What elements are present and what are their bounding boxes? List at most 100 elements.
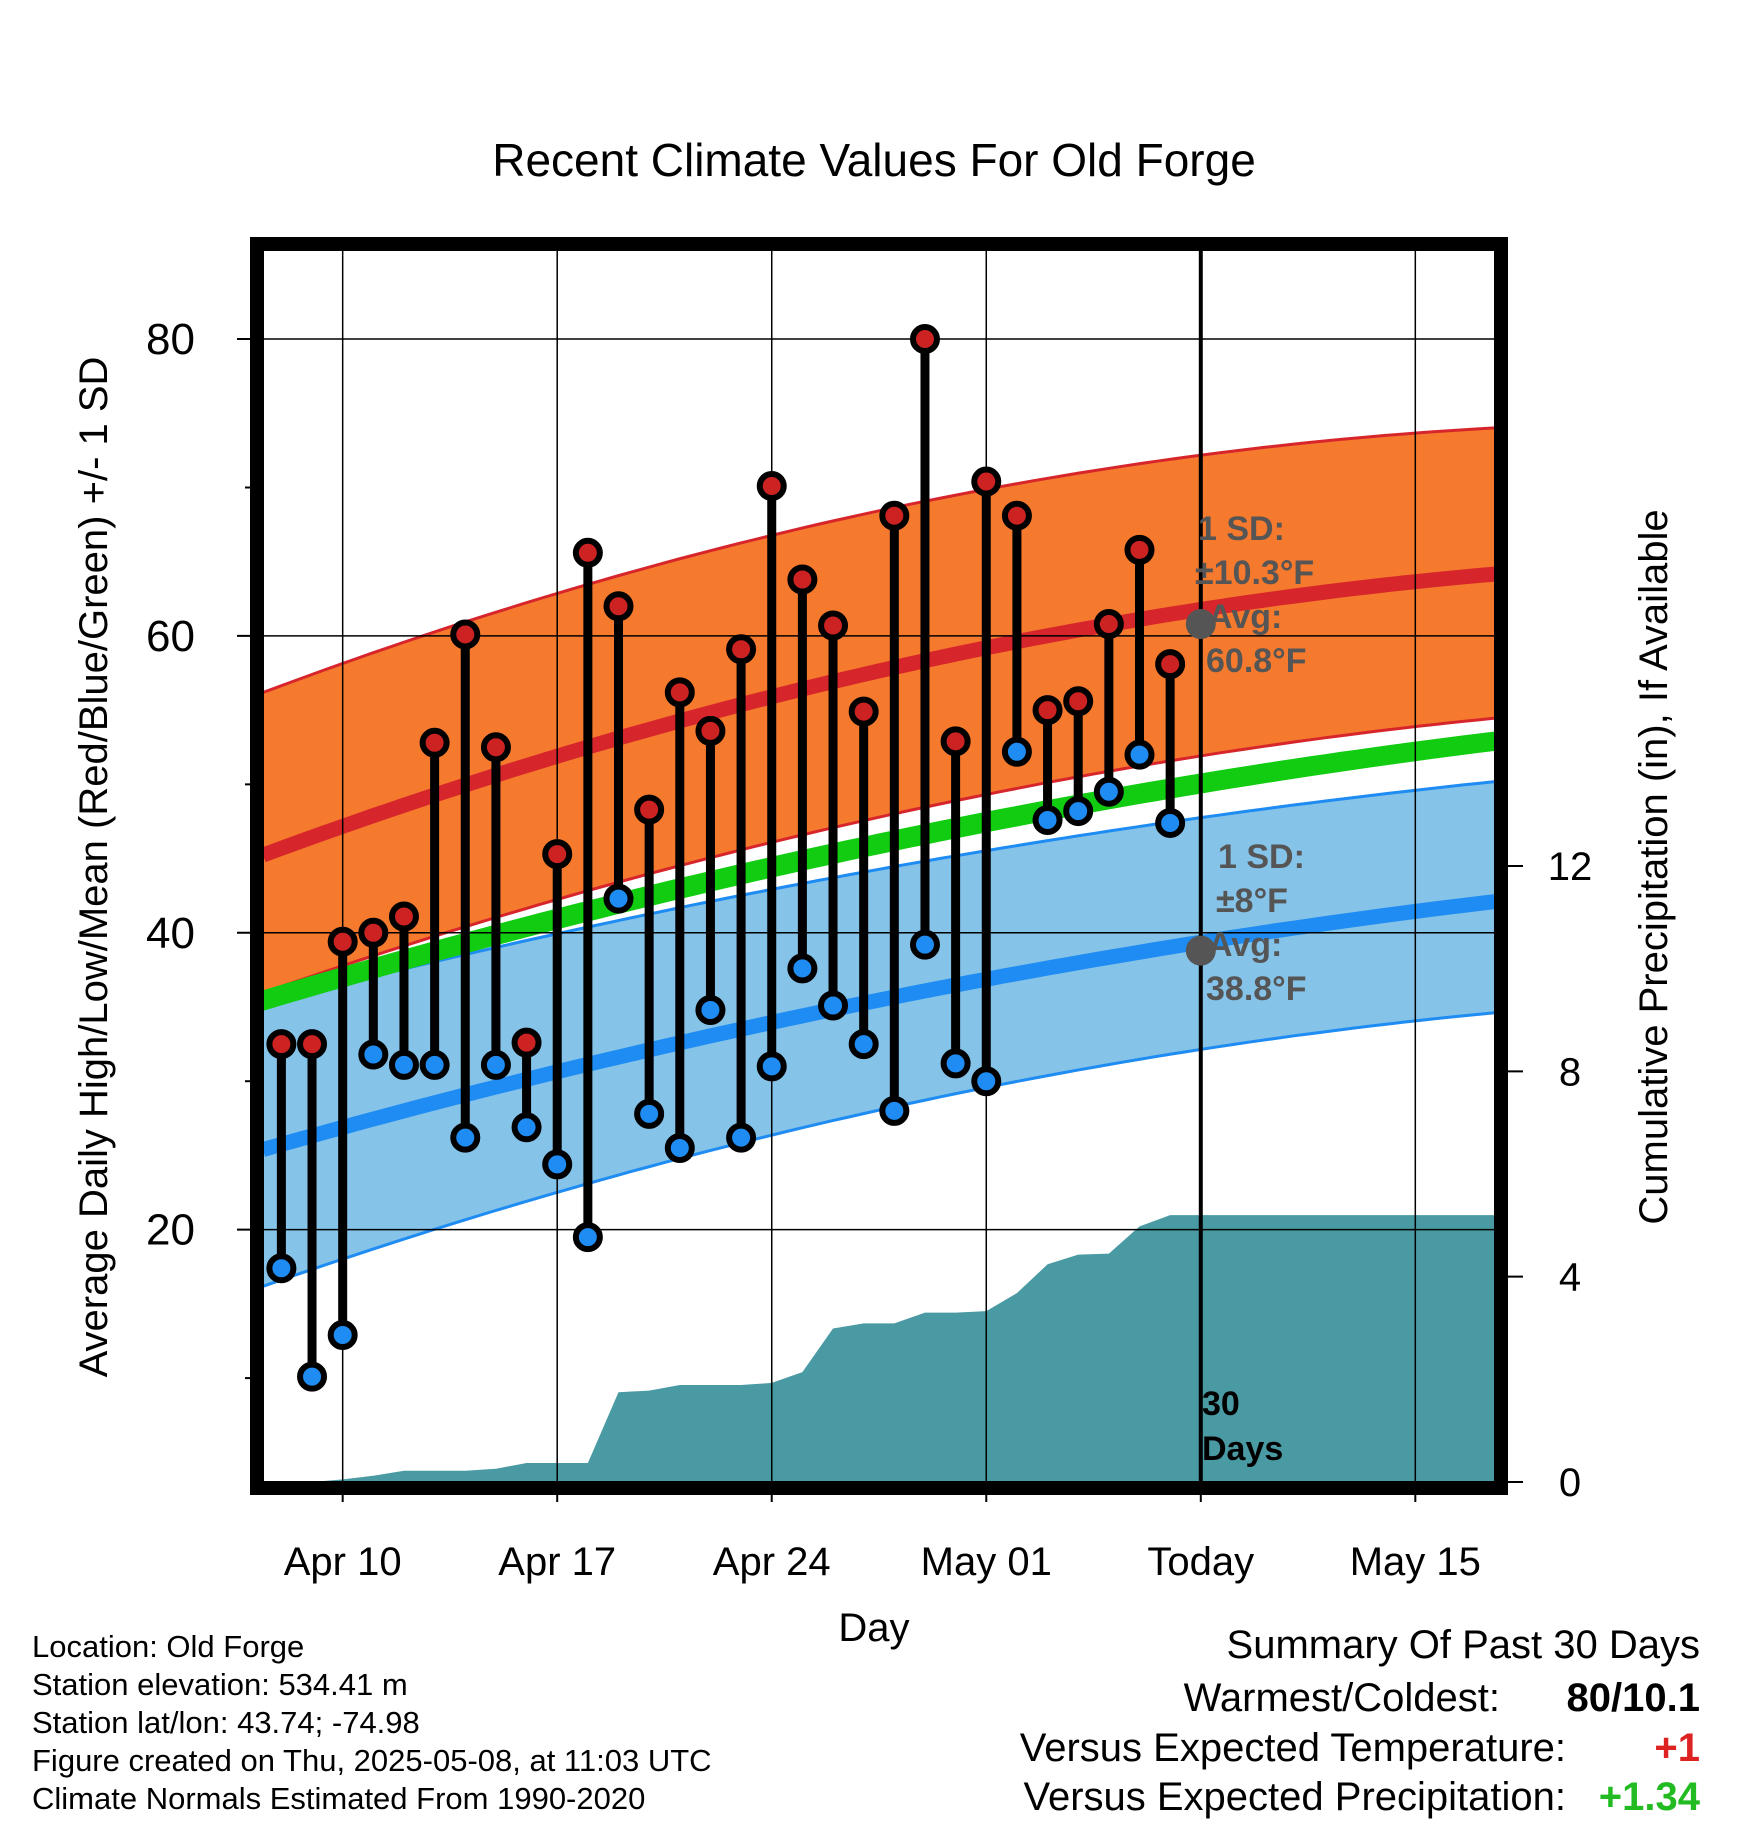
obs-low-point (787, 953, 818, 984)
low-avg-marker (1185, 935, 1216, 966)
obs-high-point (726, 634, 757, 665)
obs-high-point (266, 1029, 297, 1060)
high-avg-label: Avg: (1208, 598, 1282, 636)
obs-low-point (664, 1133, 695, 1164)
x-axis-label: Day (838, 1606, 909, 1650)
obs-low-point (1155, 807, 1186, 838)
y-tick-label-left: 20 (146, 1206, 195, 1255)
obs-high-point (511, 1027, 542, 1058)
obs-low-point (327, 1320, 358, 1351)
low-sd-label: 1 SD: (1218, 838, 1305, 876)
y-tick-label-right: 12 (1548, 845, 1593, 889)
precip-value: +1.34 (1598, 1775, 1700, 1819)
y-tick-label-right: 8 (1559, 1050, 1581, 1094)
obs-high-point (879, 500, 910, 531)
obs-high-point (940, 726, 971, 757)
obs-high-point (388, 901, 419, 932)
mean-band (263, 731, 1495, 1011)
obs-high-point (634, 794, 665, 825)
obs-high-point (909, 324, 940, 355)
obs-low-point (1032, 804, 1063, 835)
x-tick-label: Apr 10 (284, 1540, 402, 1584)
summary-title: Summary Of Past 30 Days (1226, 1623, 1700, 1667)
y-tick-label-left: 80 (146, 315, 195, 364)
temp-label: Versus Expected Temperature: (1019, 1726, 1566, 1770)
obs-low-point (848, 1029, 879, 1060)
high-avg-marker (1185, 609, 1216, 640)
obs-high-point (603, 591, 634, 622)
obs-high-point (1032, 695, 1063, 726)
obs-low-point (879, 1095, 910, 1126)
obs-low-point (266, 1253, 297, 1284)
obs-low-point (940, 1048, 971, 1079)
obs-high-point (297, 1029, 328, 1060)
obs-low-point (695, 994, 726, 1025)
station-info: Location: Old Forge Station elevation: 5… (32, 1628, 712, 1818)
obs-low-point (297, 1361, 328, 1392)
warmest-label: Warmest/Coldest: (1183, 1676, 1500, 1720)
warmest-value: 80/10.1 (1566, 1676, 1700, 1720)
obs-high-point (1063, 686, 1094, 717)
obs-high-point (848, 696, 879, 727)
y-axis-label-left: Average Daily High/Low/Mean (Red/Blue/Gr… (72, 357, 116, 1378)
x-tick-label: Apr 17 (498, 1540, 616, 1584)
low-avg-label: Avg: (1208, 926, 1282, 964)
precip-label: Versus Expected Precipitation: (1023, 1775, 1566, 1819)
obs-high-point (419, 727, 450, 758)
low-lower-edge (263, 1011, 1495, 1288)
obs-high-point (664, 677, 695, 708)
obs-low-point (1063, 796, 1094, 827)
y-tick-label-right: 4 (1559, 1256, 1581, 1300)
obs-low-point (603, 883, 634, 914)
obs-high-point (1155, 649, 1186, 680)
obs-high-point (450, 619, 481, 650)
obs-high-point (787, 564, 818, 595)
x-tick-label: May 01 (921, 1540, 1052, 1584)
obs-high-point (971, 466, 1002, 497)
temp-value: +1 (1654, 1726, 1700, 1770)
obs-low-point (971, 1066, 1002, 1097)
obs-low-point (511, 1112, 542, 1143)
obs-low-point (1124, 739, 1155, 770)
precip-area (281, 1215, 1495, 1482)
y-tick-label-right: 0 (1559, 1461, 1581, 1505)
low-avg-value: 38.8°F (1206, 970, 1307, 1008)
obs-low-point (909, 929, 940, 960)
obs-low-point (388, 1049, 419, 1080)
normals-text: Climate Normals Estimated From 1990-2020 (32, 1781, 646, 1816)
chart-title: Recent Climate Values For Old Forge (492, 134, 1256, 186)
obs-low-point (450, 1122, 481, 1153)
obs-high-point (1124, 534, 1155, 565)
x-tick-label: Apr 24 (713, 1540, 831, 1584)
obs-low-point (480, 1049, 511, 1080)
elevation-text: Station elevation: 534.41 m (32, 1667, 408, 1702)
obs-high-point (358, 917, 389, 948)
high-sd-label: 1 SD: (1198, 510, 1285, 548)
obs-high-point (480, 732, 511, 763)
y-tick-label-left: 40 (146, 909, 195, 958)
x-tick-label: Today (1147, 1540, 1254, 1584)
y-axis-label-right: Cumulative Precipitation (in), If Availa… (1632, 509, 1676, 1224)
obs-low-point (726, 1122, 757, 1153)
obs-high-point (327, 926, 358, 957)
obs-low-point (419, 1049, 450, 1080)
obs-low-point (756, 1051, 787, 1082)
high-avg-value: 60.8°F (1206, 642, 1307, 680)
obs-high-point (756, 471, 787, 502)
window-label-days: Days (1202, 1430, 1283, 1468)
created-text: Figure created on Thu, 2025-05-08, at 11… (32, 1743, 712, 1778)
y-tick-label-left: 60 (146, 612, 195, 661)
obs-low-point (542, 1149, 573, 1180)
obs-low-point (634, 1098, 665, 1129)
window-label-number: 30 (1202, 1385, 1240, 1423)
high-sd-value: ±10.3°F (1195, 554, 1314, 592)
low-sd-value: ±8°F (1216, 882, 1288, 920)
obs-high-point (695, 715, 726, 746)
obs-high-point (1001, 500, 1032, 531)
obs-high-point (818, 610, 849, 641)
location-text: Location: Old Forge (32, 1629, 305, 1664)
latlon-text: Station lat/lon: 43.74; -74.98 (32, 1705, 420, 1740)
obs-low-point (1001, 736, 1032, 767)
obs-high-point (572, 537, 603, 568)
